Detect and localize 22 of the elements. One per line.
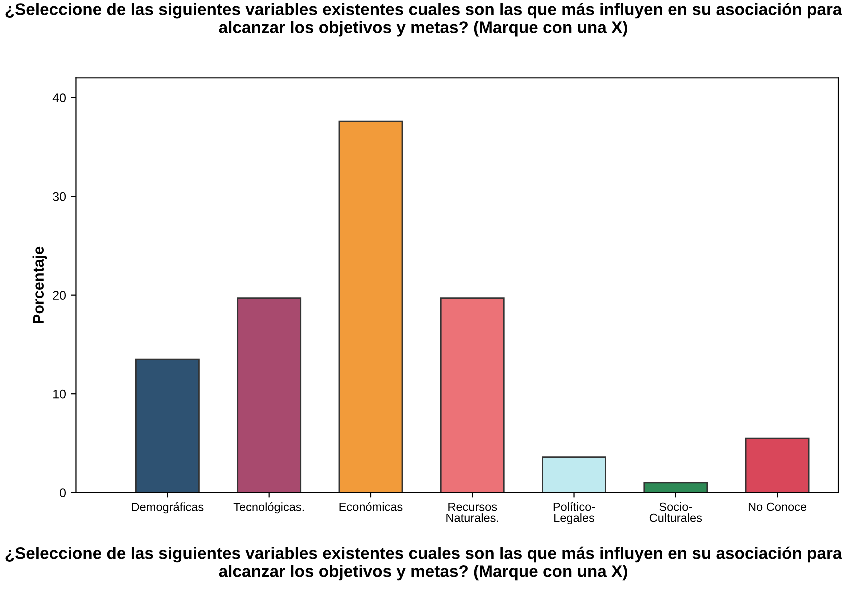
x-axis-title: ¿Seleccione de las siguientes variables existentes cuales son las que más influyen en su asociación para alcanzar los objetivos y metas? (Marque con una X): [6, 546, 842, 581]
chart-title: ¿Seleccione de las siguientes variables existentes cuales son las que más influyen en su asociación para alcanzar los objetivos y metas? (Marque con una X): [6, 3, 842, 37]
x-tick-label: Socio- Culturales: [650, 502, 702, 522]
y-tick-label: 40: [52, 94, 66, 103]
bar: [644, 482, 708, 493]
x-tick-label: Económicas: [340, 502, 403, 512]
y-tick-label: 10: [54, 390, 66, 399]
y-tick-label: 0: [60, 488, 66, 498]
bar: [745, 438, 810, 493]
bar: [338, 120, 404, 493]
y-tick-label: 20: [53, 291, 66, 300]
x-tick-label: Demográficas: [132, 502, 204, 514]
bar: [440, 298, 505, 493]
x-tick-label: Político- Legales: [554, 502, 596, 525]
y-axis-title: Porcentaje: [32, 246, 48, 324]
bar: [237, 298, 302, 493]
bar: [542, 456, 606, 493]
bar: [136, 358, 200, 493]
x-tick-label: Tecnológicas.: [234, 502, 304, 514]
y-tick-label: 30: [53, 192, 66, 202]
x-tick-label: No Conoce: [748, 502, 807, 512]
x-tick-label: Recursos Naturales.: [446, 502, 498, 522]
